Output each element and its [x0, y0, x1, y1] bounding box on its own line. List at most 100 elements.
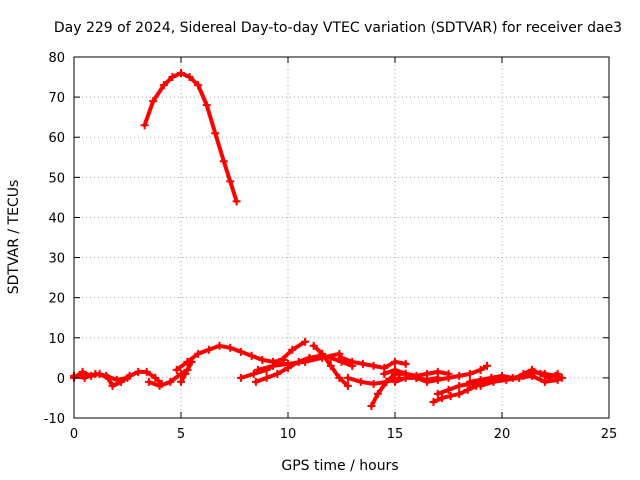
y-tick-label: 20	[48, 292, 65, 307]
data-point	[204, 345, 213, 354]
data-point	[219, 157, 228, 166]
y-tick-label: 40	[48, 211, 65, 226]
data-point	[187, 357, 196, 366]
data-point	[215, 341, 224, 350]
axis-ticks	[73, 56, 610, 419]
data-point	[557, 373, 566, 382]
data-point	[476, 381, 485, 390]
data-point	[284, 359, 292, 368]
x-tick-label: 15	[387, 427, 404, 442]
data-point	[483, 361, 492, 370]
data-point	[211, 129, 220, 138]
y-tick-label: 70	[48, 91, 65, 106]
data-point	[455, 371, 464, 380]
data-point	[112, 375, 121, 384]
data-point	[226, 177, 235, 186]
series-arc-6	[253, 353, 355, 384]
data-point	[262, 373, 271, 382]
data-point	[102, 371, 111, 380]
data-point	[202, 101, 211, 110]
data-point	[335, 373, 344, 382]
data-point	[502, 375, 511, 384]
data-point	[258, 355, 267, 364]
data-point	[536, 369, 545, 378]
data-point	[444, 385, 453, 394]
data-point	[391, 377, 399, 386]
data-point	[151, 373, 160, 382]
data-point	[232, 197, 241, 206]
data-point	[465, 369, 474, 378]
data-point	[149, 97, 158, 106]
data-point	[545, 373, 554, 382]
data-point	[476, 365, 485, 374]
data-point	[369, 379, 378, 388]
data-point	[463, 385, 472, 394]
data-point	[358, 359, 367, 368]
data-point	[444, 373, 453, 382]
data-point	[337, 353, 346, 362]
data-point	[429, 397, 438, 406]
data-point	[465, 377, 474, 386]
data-point	[108, 381, 117, 390]
data-point	[412, 373, 421, 382]
data-point	[185, 73, 194, 82]
data-point	[155, 381, 164, 390]
y-axis-label: SDTVAR / TECUs	[6, 180, 22, 295]
data-point	[326, 361, 335, 370]
data-point	[269, 361, 278, 370]
data-point	[527, 365, 536, 374]
x-tick-label: 5	[177, 427, 185, 442]
data-point	[348, 357, 357, 366]
plot-frame	[73, 56, 610, 419]
y-tick-label: 10	[48, 332, 65, 347]
data-point	[446, 391, 455, 400]
data-point	[455, 389, 464, 398]
data-point	[373, 389, 382, 398]
data-point	[540, 377, 549, 386]
x-axis-label: GPS time / hours	[281, 458, 398, 474]
data-point	[166, 377, 175, 386]
x-tick-label: 10	[280, 427, 297, 442]
data-point	[177, 377, 185, 386]
data-point	[423, 377, 432, 386]
data-point	[140, 121, 149, 130]
chart-title: Day 229 of 2024, Sidereal Day-to-day VTE…	[54, 20, 622, 36]
data-point	[236, 373, 245, 382]
data-point	[519, 369, 528, 378]
data-point	[301, 357, 310, 366]
y-tick-label: 80	[48, 51, 65, 66]
data-point	[433, 389, 442, 398]
data-point	[515, 373, 524, 382]
data-point	[181, 369, 190, 378]
data-point	[177, 69, 185, 78]
data-point	[142, 367, 151, 376]
data-point	[401, 359, 410, 368]
data-point	[91, 369, 100, 378]
tick-labels: 0 5 10 15 20 25 -10 0 10 20 30 40 50 60 70 80	[44, 51, 618, 442]
data-point	[194, 349, 203, 358]
data-point	[78, 367, 87, 376]
data-point	[144, 377, 153, 386]
data-point	[553, 369, 562, 378]
data-point	[433, 375, 442, 384]
data-point	[367, 401, 376, 410]
data-point	[172, 365, 181, 374]
data-point	[80, 373, 89, 382]
data-point	[123, 373, 132, 382]
y-tick-label: 0	[57, 372, 65, 387]
data-point	[301, 337, 310, 346]
x-tick-label: 0	[70, 427, 78, 442]
data-point	[288, 345, 297, 354]
data-point	[391, 365, 399, 374]
y-tick-label: 30	[48, 252, 65, 267]
data-point	[382, 377, 391, 386]
data-point	[343, 373, 352, 382]
data-point	[309, 341, 318, 350]
data-point	[380, 369, 389, 378]
data-point	[318, 349, 327, 358]
data-point	[254, 365, 263, 374]
data-point	[369, 361, 378, 370]
data-point	[247, 351, 256, 360]
data-point	[401, 373, 410, 382]
